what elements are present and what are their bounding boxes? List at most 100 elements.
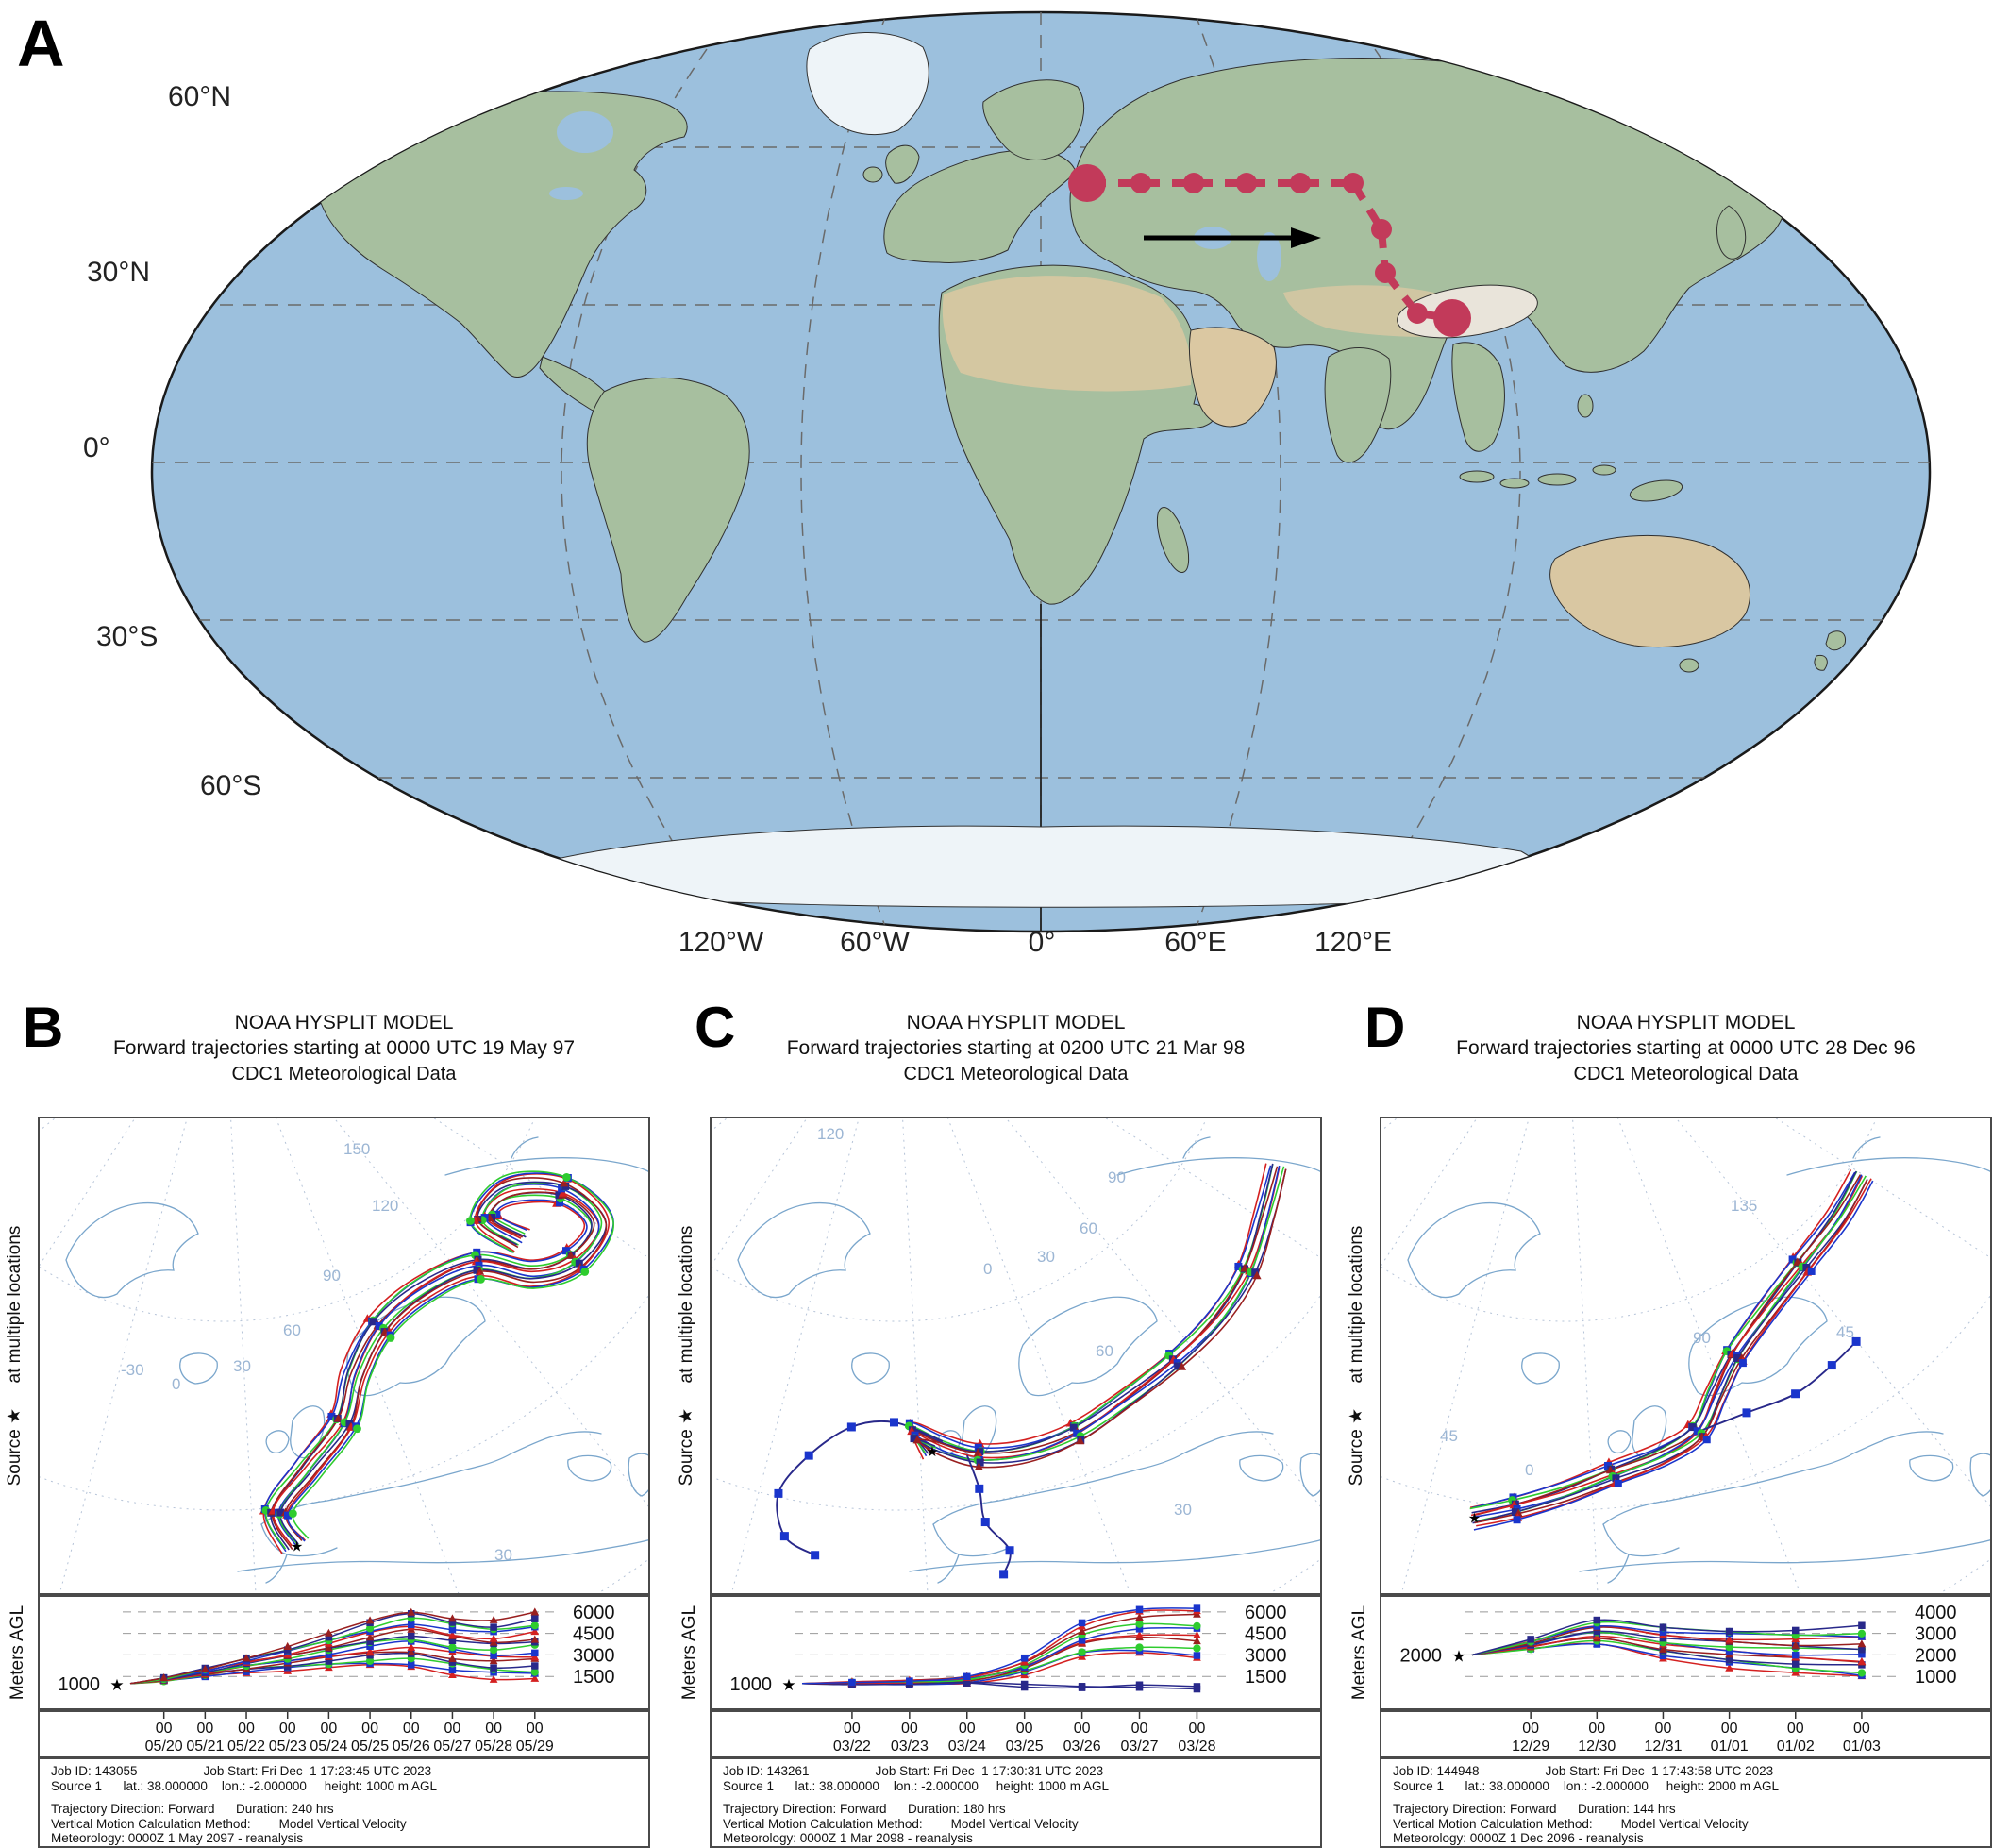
time-axis: 00 03/22 00 03/23 00 03/24 00 03/25 00 03/26 00 03/… [710,1710,1322,1757]
panel-data-source: CDC1 Meteorological Data [903,1064,1129,1084]
panel-subtitle: Forward trajectories starting at 0200 UT… [786,1037,1246,1059]
source-coordinates: Source 1 lat.: 38.000000 lon.: -2.000000… [723,1778,1110,1793]
source-coordinates: Source 1 lat.: 38.000000 lon.: -2.000000… [1393,1778,1780,1793]
tasmania [1679,658,1699,673]
panel-a-letter: A [17,7,65,80]
latitude-label: 60°N [168,81,232,112]
longitude-label: 60°E [1164,927,1227,958]
caspian-sea [1257,232,1281,281]
svg-text:03/23: 03/23 [891,1739,929,1755]
svg-text:★: ★ [926,1444,938,1460]
svg-text:00: 00 [1522,1721,1539,1737]
job-start: Job Start: Fri Dec 1 17:23:45 UTC 2023 [203,1764,432,1778]
panel-d: D NOAA HYSPLIT MODEL Forward trajectorie… [1347,991,1992,1848]
svg-text:1000: 1000 [1915,1667,1957,1688]
vertical-motion-method: Vertical Motion Calculation Method: Mode… [51,1816,407,1831]
panel-letter: C [695,996,736,1059]
svg-text:05/24: 05/24 [310,1739,347,1755]
source-axis-label: Source ★ at multiple locations [5,1225,25,1487]
meteorology-line: Meteorology: 0000Z 1 Dec 2096 - reanalys… [1393,1831,1644,1845]
middle-east [1188,327,1277,428]
svg-text:05/21: 05/21 [186,1739,224,1755]
trajectory-map: 135 90 45 0 45 ★ [1380,1117,1992,1595]
svg-text:05/23: 05/23 [269,1739,307,1755]
panel-title: NOAA HYSPLIT MODEL [906,1012,1126,1033]
svg-text:00: 00 [1853,1721,1870,1737]
svg-text:150: 150 [343,1140,370,1158]
svg-text:00: 00 [196,1721,213,1737]
svg-text:45: 45 [1440,1427,1458,1445]
meters-agl-label: Meters AGL [8,1604,27,1701]
svg-text:00: 00 [901,1721,918,1737]
svg-text:30: 30 [494,1546,512,1564]
trajectory-direction: Trajectory Direction: Forward Duration: … [1393,1802,1676,1816]
svg-text:05/28: 05/28 [475,1739,512,1755]
svg-text:90: 90 [1693,1329,1711,1347]
svg-text:4500: 4500 [573,1624,615,1645]
time-axis: 00 05/20 00 05/21 00 05/22 00 05/23 00 05/24 00 05/… [38,1710,650,1757]
svg-text:03/25: 03/25 [1006,1739,1044,1755]
longitude-label: 60°W [840,927,910,958]
vertical-motion-method: Vertical Motion Calculation Method: Mode… [1393,1816,1749,1831]
south-america [586,377,750,643]
panel-b: B NOAA HYSPLIT MODEL Forward trajectorie… [5,991,650,1848]
svg-text:05/27: 05/27 [433,1739,471,1755]
world-map [150,10,1932,933]
panel-subtitle: Forward trajectories starting at 0000 UT… [112,1037,576,1059]
source-coordinates: Source 1 lat.: 38.000000 lon.: -2.000000… [51,1778,438,1793]
svg-text:6000: 6000 [573,1603,615,1623]
svg-text:★: ★ [109,1676,124,1694]
se-asia [1451,342,1505,452]
svg-text:2000: 2000 [1400,1645,1443,1666]
job-start: Job Start: Fri Dec 1 17:43:58 UTC 2023 [1545,1764,1774,1778]
svg-text:12/30: 12/30 [1578,1739,1616,1755]
svg-text:60: 60 [1080,1219,1097,1237]
job-id: Job ID: 143261 [723,1764,810,1778]
altitude-profile: 6000 4500 3000 1500 1000 ★ [38,1595,650,1710]
job-id: Job ID: 144948 [1393,1764,1480,1778]
svg-text:60: 60 [283,1321,301,1339]
japan [1716,205,1747,260]
svg-text:30: 30 [1174,1501,1192,1519]
latitude-label: 0° [83,432,110,463]
meters-agl-label: Meters AGL [1349,1604,1369,1701]
svg-text:00: 00 [1131,1721,1148,1737]
svg-text:00: 00 [156,1721,173,1737]
svg-text:00: 00 [361,1721,378,1737]
panel-letter: B [23,996,64,1059]
svg-text:★: ★ [291,1539,303,1555]
run-info: Job ID: 143055 Job Start: Fri Dec 1 17:23… [38,1757,650,1848]
svg-text:30: 30 [1037,1248,1055,1266]
uk [885,144,920,184]
svg-text:03/22: 03/22 [833,1739,871,1755]
panel-data-source: CDC1 Meteorological Data [231,1064,457,1084]
madagascar [1156,507,1190,573]
svg-text:00: 00 [485,1721,502,1737]
svg-text:01/02: 01/02 [1777,1739,1815,1755]
source-axis-label: Source ★ at multiple locations [1347,1225,1366,1487]
migration-route [1068,164,1471,337]
panel-c: C NOAA HYSPLIT MODEL Forward trajectorie… [677,991,1322,1848]
svg-text:0: 0 [1525,1461,1533,1479]
scandinavia [982,79,1085,160]
svg-text:00: 00 [1787,1721,1804,1737]
svg-text:03/26: 03/26 [1063,1739,1101,1755]
trajectory-direction: Trajectory Direction: Forward Duration: … [51,1802,334,1816]
latitude-label: 60°S [200,770,262,801]
svg-text:00: 00 [959,1721,976,1737]
svg-text:05/25: 05/25 [351,1739,389,1755]
svg-text:45: 45 [1836,1323,1854,1341]
svg-text:★: ★ [1468,1511,1481,1527]
svg-text:00: 00 [527,1721,544,1737]
svg-text:05/22: 05/22 [227,1739,265,1755]
australia [1549,534,1750,648]
panel-data-source: CDC1 Meteorological Data [1573,1064,1799,1084]
source-axis-label: Source ★ at multiple locations [677,1225,696,1487]
run-info: Job ID: 143261 Job Start: Fri Dec 1 17:30… [710,1757,1322,1848]
svg-text:00: 00 [1074,1721,1091,1737]
longitude-label: 120°E [1314,927,1393,958]
svg-text:135: 135 [1731,1197,1757,1215]
meteorology-line: Meteorology: 0000Z 1 Mar 2098 - reanalys… [723,1831,973,1845]
new-zealand [1814,630,1847,671]
svg-text:03/27: 03/27 [1121,1739,1159,1755]
